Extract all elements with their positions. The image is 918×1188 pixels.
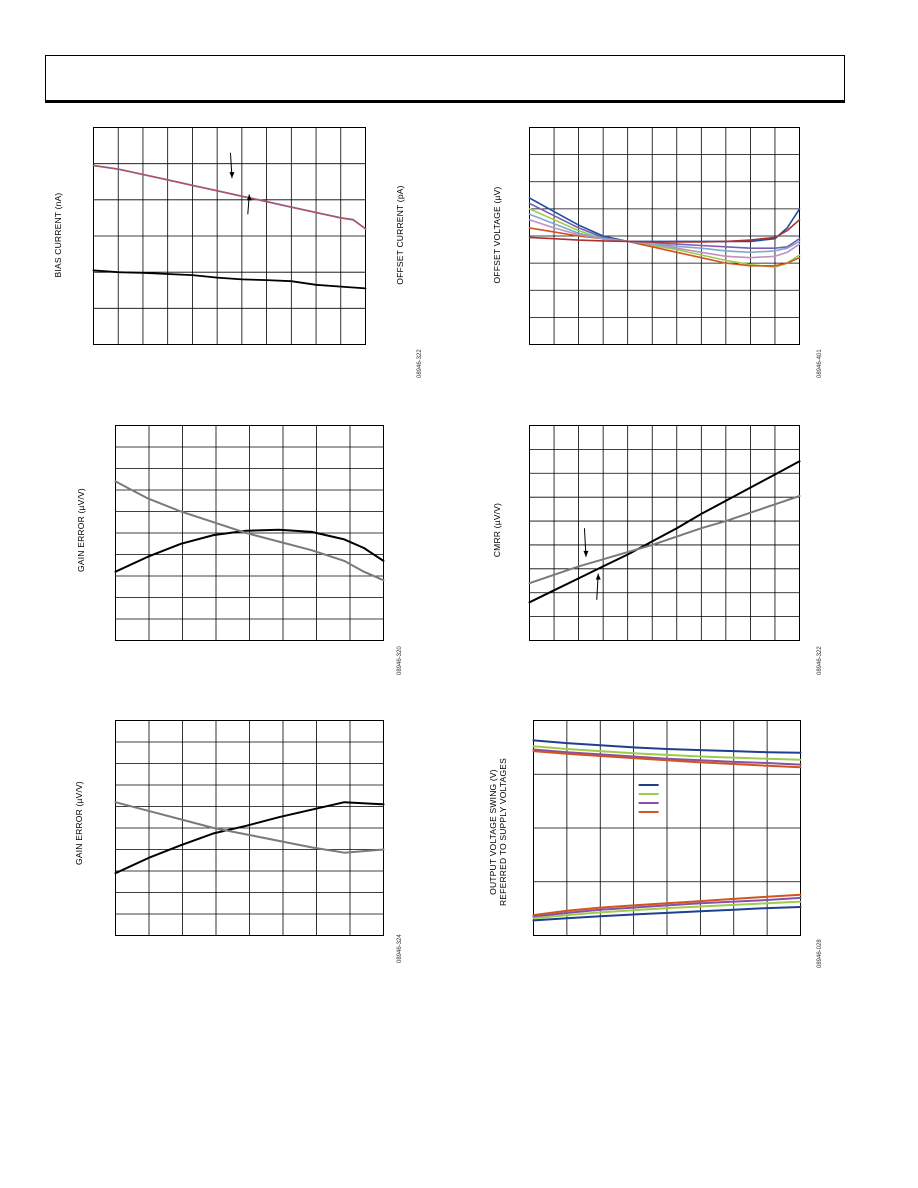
- series-line-0: [92, 164, 367, 230]
- figure-code: 08946-322: [817, 646, 823, 675]
- cmrr-axis-label: CMRR (µV/V): [492, 502, 502, 558]
- series-line-0: [532, 739, 802, 754]
- series-line-0: [114, 528, 385, 573]
- gain-error-axis-label: GAIN ERROR (µV/V): [74, 781, 84, 865]
- grid: [529, 127, 800, 345]
- series-line-1: [532, 745, 802, 761]
- series-line-2: [532, 748, 802, 766]
- gain-error-axis-label: GAIN ERROR (µV/V): [76, 488, 86, 572]
- series-line-1: [93, 165, 366, 230]
- series-line-0: [114, 801, 385, 875]
- output-swing-axis-label: OUTPUT VOLTAGE SWING (V) REFERRED TO SUP…: [488, 752, 508, 912]
- figure-code: 08946-320: [397, 646, 403, 675]
- arrow-head-0: [583, 550, 589, 557]
- plot-frame: [529, 127, 800, 345]
- output-swing-label-line-2: REFERRED TO SUPPLY VOLTAGES: [498, 757, 508, 907]
- figure-code: 08946-322: [417, 349, 423, 378]
- bias-current-axis-label: BIAS CURRENT (nA): [53, 192, 63, 278]
- output-swing-label-line-1: OUTPUT VOLTAGE SWING (V): [488, 769, 498, 895]
- arrow-head-1: [246, 194, 252, 201]
- plot-frame: [533, 720, 801, 936]
- series-line-3: [532, 750, 802, 769]
- grid: [115, 425, 384, 641]
- gain-error-chart-1: [114, 425, 385, 641]
- grid: [93, 127, 366, 345]
- series-line-0: [528, 460, 801, 604]
- plot-frame: [529, 425, 800, 641]
- gain-error-chart-2: [114, 720, 385, 936]
- bias-offset-chart: [92, 127, 367, 345]
- offset-voltage-chart: [528, 127, 801, 345]
- arrow-head-0: [229, 172, 235, 179]
- page-header-frame: [45, 55, 845, 103]
- series-line-4: [532, 893, 802, 917]
- figure-code: 08946-324: [397, 934, 403, 963]
- offset-voltage-axis-label: OFFSET VOLTAGE (µV): [492, 186, 502, 284]
- series-line-1: [528, 495, 801, 585]
- series-line-1: [114, 801, 385, 854]
- series-line-2: [92, 269, 367, 290]
- series-line-7: [532, 906, 802, 922]
- cmrr-chart: [528, 425, 801, 641]
- series-line-3: [528, 227, 801, 267]
- series-line-1: [114, 480, 385, 582]
- figure-code: 08946-028: [817, 939, 823, 968]
- arrow-head-1: [595, 573, 601, 580]
- series-line-2: [528, 208, 801, 268]
- series-line-5: [528, 213, 801, 254]
- series-line-1: [528, 202, 801, 249]
- offset-current-axis-label: OFFSET CURRENT (pA): [395, 185, 405, 285]
- series-line-6: [532, 900, 802, 920]
- plot-frame: [115, 720, 384, 936]
- figure-code: 08946-401: [817, 349, 823, 378]
- series-line-6: [528, 218, 801, 243]
- grid: [529, 425, 800, 641]
- series-line-4: [528, 218, 801, 259]
- series-line-5: [532, 896, 802, 918]
- grid: [115, 720, 384, 936]
- output-swing-chart: [532, 720, 802, 936]
- plot-frame: [93, 127, 366, 345]
- plot-frame: [115, 425, 384, 641]
